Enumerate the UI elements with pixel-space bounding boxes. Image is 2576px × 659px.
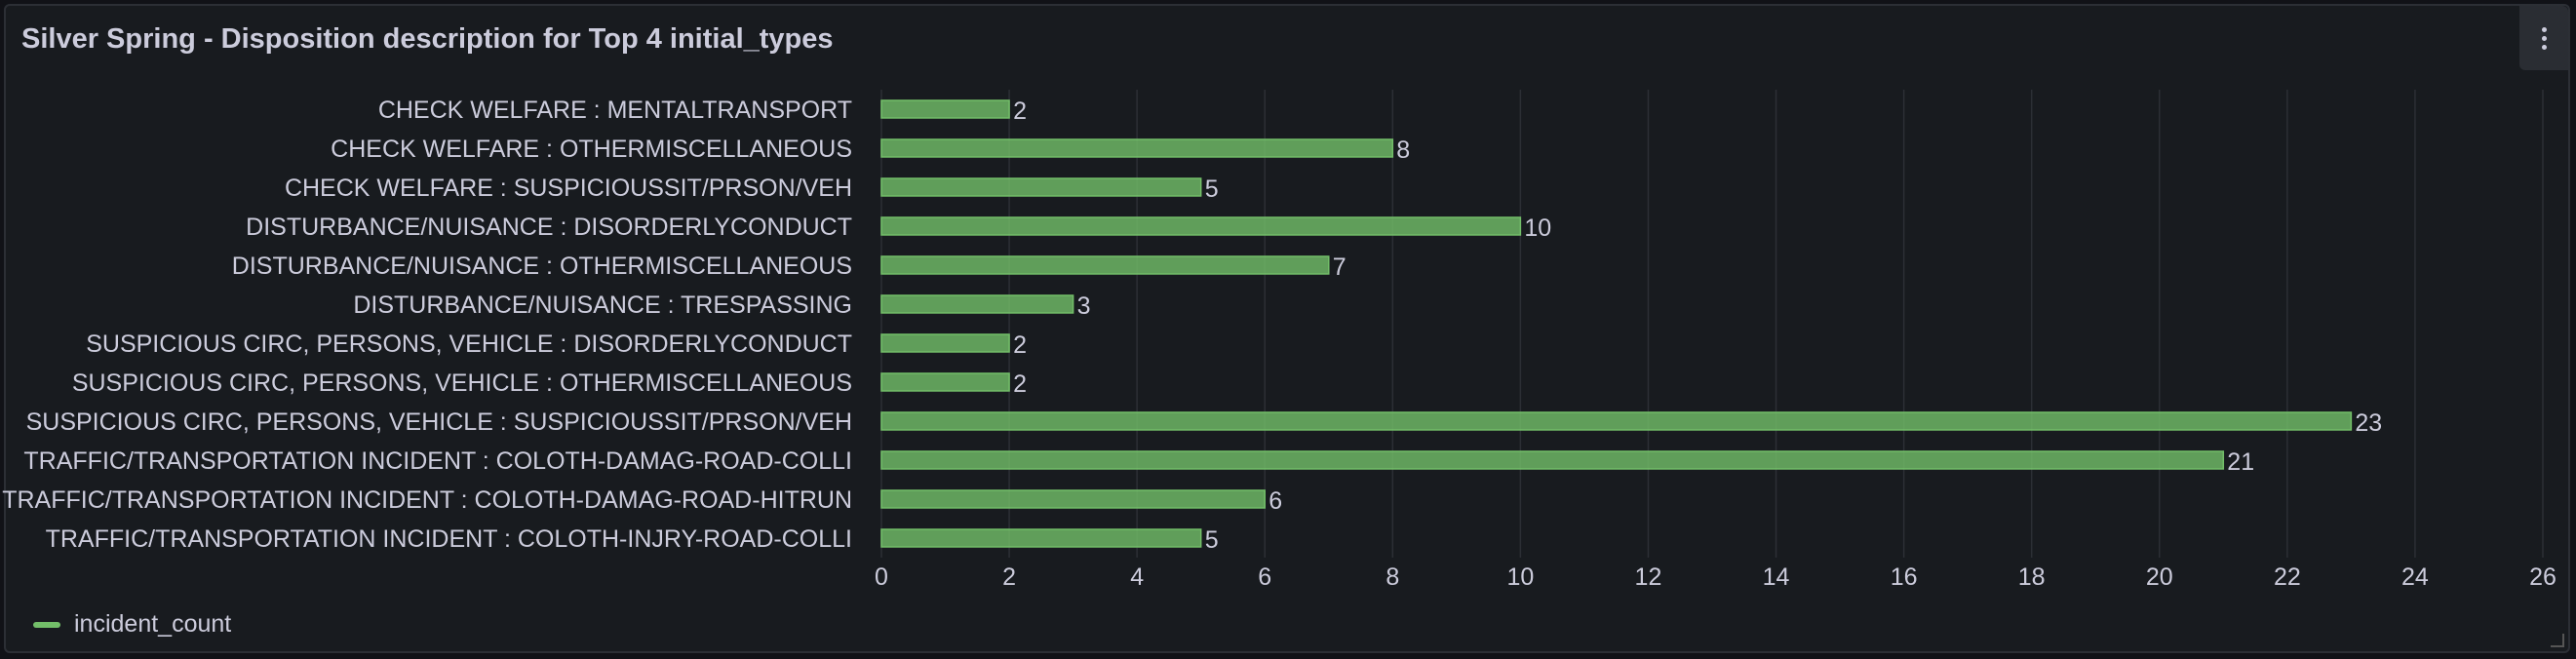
bar <box>880 372 1010 392</box>
data-label: 6 <box>1268 487 1282 515</box>
category-label: DISTURBANCE/NUISANCE : OTHERMISCELLANEOU… <box>232 252 852 280</box>
x-tick-label: 18 <box>2018 563 2046 591</box>
bar <box>880 255 1330 275</box>
category-label: SUSPICIOUS CIRC, PERSONS, VEHICLE : OTHE… <box>72 369 852 397</box>
x-tick-label: 4 <box>1130 563 1144 591</box>
x-tick-label: 14 <box>1763 563 1790 591</box>
kebab-menu-icon <box>2542 27 2547 32</box>
data-label: 5 <box>1205 526 1219 554</box>
resize-handle[interactable] <box>2551 634 2564 647</box>
data-label: 2 <box>1013 370 1027 398</box>
data-label: 10 <box>1524 214 1551 242</box>
bar <box>880 333 1010 353</box>
x-tick-label: 22 <box>2274 563 2301 591</box>
bar <box>880 489 1266 509</box>
x-tick-label: 24 <box>2401 563 2429 591</box>
legend-item[interactable]: incident_count <box>33 610 231 639</box>
bar <box>880 528 1202 548</box>
category-label: CHECK WELFARE : SUSPICIOUSSIT/PRSON/VEH <box>285 174 852 202</box>
data-label: 5 <box>1205 175 1219 203</box>
bar <box>880 450 2225 470</box>
legend-swatch <box>33 621 60 628</box>
category-label: SUSPICIOUS CIRC, PERSONS, VEHICLE : SUSP… <box>26 408 852 436</box>
x-tick-label: 2 <box>1002 563 1016 591</box>
x-tick-label: 6 <box>1258 563 1271 591</box>
x-tick-label: 8 <box>1386 563 1399 591</box>
panel-menu-button[interactable] <box>2519 6 2568 70</box>
category-label: TRAFFIC/TRANSPORTATION INCIDENT : COLOTH… <box>23 447 852 475</box>
kebab-menu-icon-dot <box>2542 36 2547 41</box>
data-label: 8 <box>1396 136 1410 164</box>
data-label: 3 <box>1077 292 1091 320</box>
bar <box>880 294 1074 314</box>
category-label: TRAFFIC/TRANSPORTATION INCIDENT : COLOTH… <box>2 486 852 514</box>
category-label: TRAFFIC/TRANSPORTATION INCIDENT : COLOTH… <box>46 525 852 553</box>
kebab-menu-icon-dot <box>2542 45 2547 50</box>
x-tick-label: 26 <box>2529 563 2556 591</box>
chart-panel: Silver Spring - Disposition description … <box>4 4 2570 653</box>
x-tick-label: 12 <box>1635 563 1662 591</box>
x-tick-label: 16 <box>1891 563 1918 591</box>
x-tick-label: 0 <box>875 563 888 591</box>
x-tick-label: 10 <box>1506 563 1534 591</box>
data-label: 2 <box>1013 331 1027 359</box>
x-tick-label: 20 <box>2146 563 2173 591</box>
bar <box>880 138 1394 158</box>
category-label: DISTURBANCE/NUISANCE : DISORDERLYCONDUCT <box>246 213 852 241</box>
category-label: CHECK WELFARE : OTHERMISCELLANEOUS <box>331 136 852 163</box>
legend-label: incident_count <box>74 610 232 638</box>
bar <box>880 99 1010 119</box>
bar <box>880 216 1522 236</box>
category-label: CHECK WELFARE : MENTALTRANSPORT <box>378 97 852 124</box>
panel-title: Silver Spring - Disposition description … <box>21 23 834 55</box>
data-label: 21 <box>2227 448 2254 476</box>
data-label: 23 <box>2355 409 2382 437</box>
bar <box>880 177 1202 197</box>
data-label: 7 <box>1333 253 1347 281</box>
category-label: DISTURBANCE/NUISANCE : TRESPASSING <box>353 291 852 319</box>
bar <box>880 411 2353 431</box>
data-label: 2 <box>1013 97 1027 125</box>
category-label: SUSPICIOUS CIRC, PERSONS, VEHICLE : DISO… <box>86 330 852 358</box>
